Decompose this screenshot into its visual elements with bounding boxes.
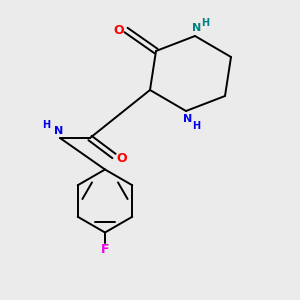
Text: N: N: [192, 22, 201, 33]
Text: N: N: [54, 125, 63, 136]
Text: O: O: [116, 152, 127, 166]
Text: F: F: [101, 243, 109, 256]
Text: O: O: [113, 23, 124, 37]
Text: H: H: [192, 121, 201, 131]
Text: H: H: [201, 17, 210, 28]
Text: H: H: [42, 120, 51, 130]
Text: N: N: [183, 114, 192, 124]
